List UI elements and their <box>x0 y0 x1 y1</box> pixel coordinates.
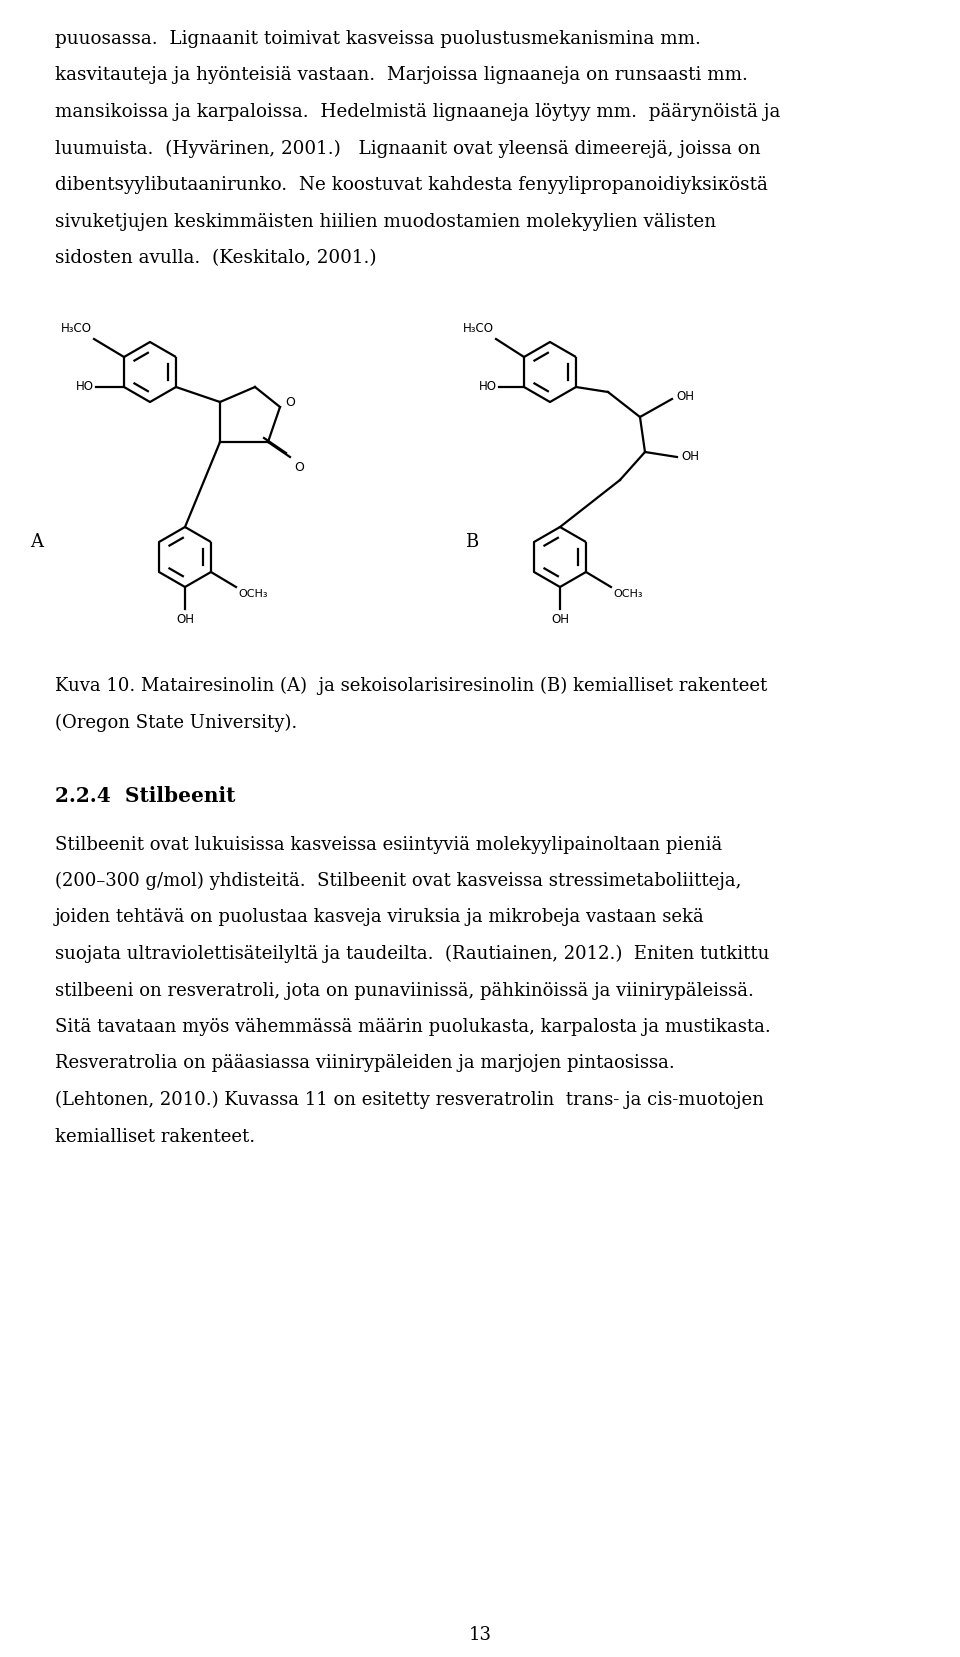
Text: puuosassa.  Lignaanit toimivat kasveissa puolustusmekanismina mm.: puuosassa. Lignaanit toimivat kasveissa … <box>55 30 701 48</box>
Text: A: A <box>30 534 43 552</box>
Text: dibentsyylibutaanirunko.  Ne koostuvat kahdesta fenyylipropanoidiyksiкöstä: dibentsyylibutaanirunko. Ne koostuvat ka… <box>55 176 768 194</box>
Text: Kuva 10. Matairesinolin (A)  ja sekoisolarisiresinolin (B) kemialliset rakenteet: Kuva 10. Matairesinolin (A) ja sekoisola… <box>55 678 767 696</box>
Text: O: O <box>285 396 295 409</box>
Text: OH: OH <box>681 451 699 464</box>
Text: mansikoissa ja karpaloissa.  Hedelmistä lignaaneja löytyy mm.  päärynöistä ja: mansikoissa ja karpaloissa. Hedelmistä l… <box>55 103 780 121</box>
Text: joiden tehtävä on puolustaa kasveja viruksia ja mikrobeja vastaan sekä: joiden tehtävä on puolustaa kasveja viru… <box>55 908 705 926</box>
Text: OH: OH <box>551 613 569 626</box>
Text: kemialliset rakenteet.: kemialliset rakenteet. <box>55 1127 255 1145</box>
Text: O: O <box>294 461 304 474</box>
Text: Stilbeenit ovat lukuisissa kasveissa esiintyviä molekyylipainoltaan pieniä: Stilbeenit ovat lukuisissa kasveissa esi… <box>55 835 722 853</box>
Text: Resveratrolia on pääasiassa viinirypäleiden ja marjojen pintaosissa.: Resveratrolia on pääasiassa viinirypälei… <box>55 1054 675 1072</box>
Text: OH: OH <box>676 391 694 404</box>
Text: HO: HO <box>76 381 94 393</box>
Text: stilbeeni on resveratroli, jota on punaviinissä, pähkinöissä ja viinirypäleissä.: stilbeeni on resveratroli, jota on punav… <box>55 981 754 999</box>
Text: OCH₃: OCH₃ <box>238 588 268 598</box>
Text: (200–300 g/mol) yhdisteitä.  Stilbeenit ovat kasveissa stressimetaboliitteja,: (200–300 g/mol) yhdisteitä. Stilbeenit o… <box>55 872 741 890</box>
Text: kasvitauteja ja hyönteisiä vastaan.  Marjoissa lignaaneja on runsaasti mm.: kasvitauteja ja hyönteisiä vastaan. Marj… <box>55 66 748 85</box>
Text: HO: HO <box>479 381 497 393</box>
Text: OH: OH <box>176 613 194 626</box>
Text: sivuketjujen keskimmäisten hiilien muodostamien molekyylien välisten: sivuketjujen keskimmäisten hiilien muodo… <box>55 212 716 230</box>
Text: 13: 13 <box>468 1626 492 1644</box>
Text: (Lehtonen, 2010.) Kuvassa 11 on esitetty resveratrolin  trans- ja cis-muotojen: (Lehtonen, 2010.) Kuvassa 11 on esitetty… <box>55 1090 764 1109</box>
Text: Sitä tavataan myös vähemmässä määrin puolukasta, karpalosta ja mustikasta.: Sitä tavataan myös vähemmässä määrin puo… <box>55 1017 771 1036</box>
Text: H₃CO: H₃CO <box>463 321 494 335</box>
Text: (Oregon State University).: (Oregon State University). <box>55 714 298 732</box>
Text: 2.2.4  Stilbeenit: 2.2.4 Stilbeenit <box>55 785 235 805</box>
Text: B: B <box>465 534 478 552</box>
Text: luumuista.  (Hyvärinen, 2001.)   Lignaanit ovat yleensä dimeerejä, joissa on: luumuista. (Hyvärinen, 2001.) Lignaanit … <box>55 139 760 157</box>
Text: H₃CO: H₃CO <box>61 321 92 335</box>
Text: sidosten avulla.  (Keskitalo, 2001.): sidosten avulla. (Keskitalo, 2001.) <box>55 249 376 267</box>
Text: suojata ultraviolettisäteilyltä ja taudeilta.  (Rautiainen, 2012.)  Eniten tutki: suojata ultraviolettisäteilyltä ja taude… <box>55 944 769 963</box>
Text: OCH₃: OCH₃ <box>613 588 642 598</box>
